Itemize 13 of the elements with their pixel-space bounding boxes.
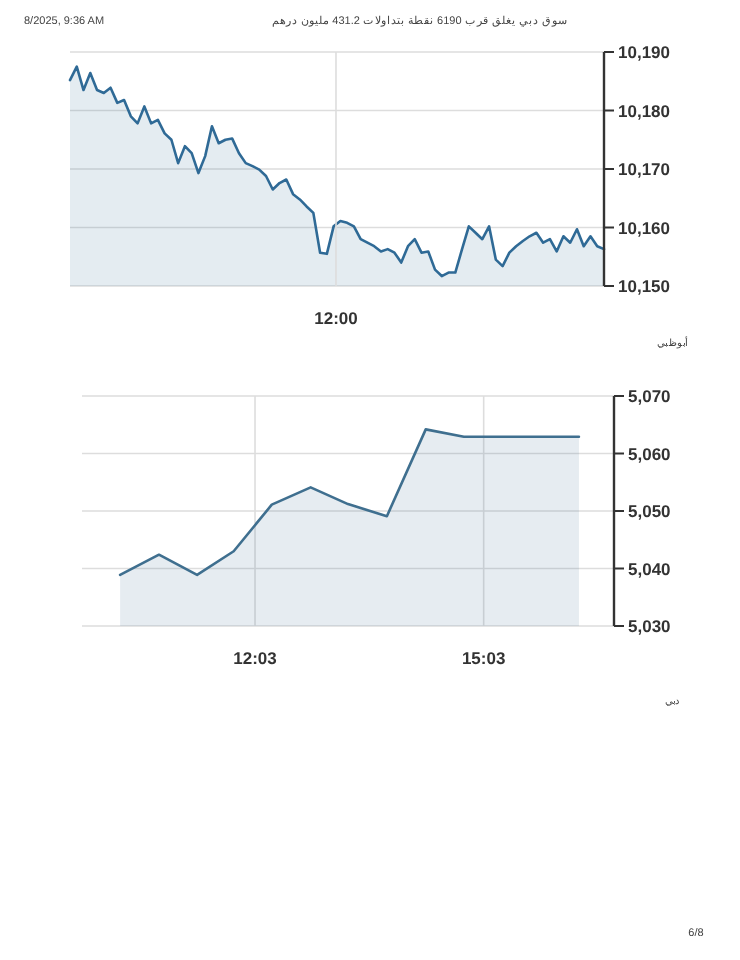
y-tick-label: 5,060 <box>628 443 672 464</box>
y-tick-label: 10,190 <box>618 42 671 62</box>
y-tick-label: 10,180 <box>618 100 671 121</box>
y-tick-label: 10,170 <box>618 159 671 179</box>
y-tick-label: 10,150 <box>618 276 671 296</box>
x-tick-label: 12:03 <box>233 648 278 668</box>
y-tick-label: 5,040 <box>628 558 672 579</box>
y-tick-label: 5,050 <box>628 501 672 521</box>
x-tick-label: 15:03 <box>461 648 506 668</box>
y-tick-label: 5,030 <box>628 616 672 636</box>
y-tick-label: 10,160 <box>618 217 671 238</box>
y-tick-label: 5,070 <box>628 386 672 406</box>
text: 12:00 <box>314 308 359 328</box>
